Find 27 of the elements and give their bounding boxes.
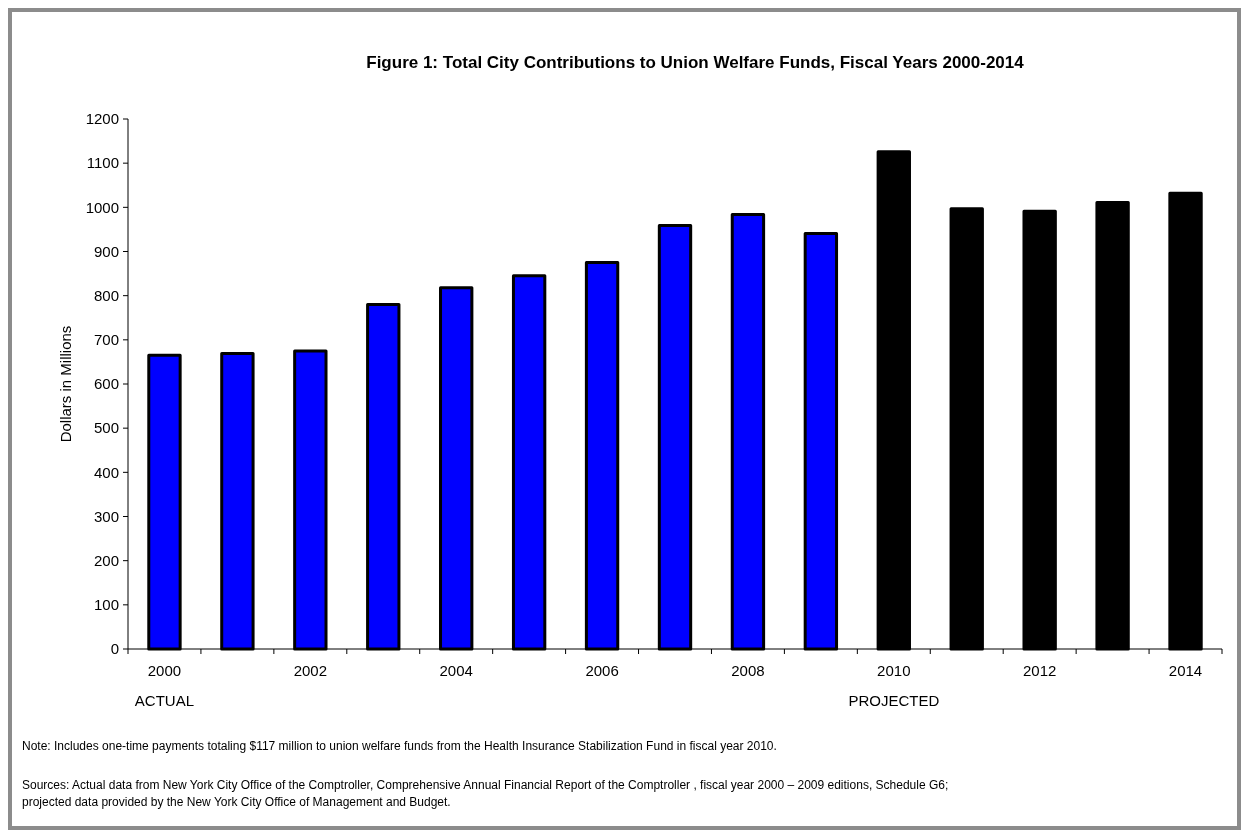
y-tick-label: 1100 — [86, 154, 119, 172]
x-tick-label: 2004 — [439, 662, 473, 679]
y-tick-label: 200 — [93, 551, 119, 569]
x-tick-label: 2000 — [147, 662, 182, 679]
y-axis-title: Dollars in Millions — [57, 325, 74, 443]
x-tick-label: 2002 — [293, 662, 328, 679]
y-tick-label: 600 — [93, 375, 119, 393]
chart-title: Figure 1: Total City Contributions to Union Welfare Funds, Fiscal Years 2000-2014 — [366, 53, 1025, 72]
text: PROJECTED — [848, 692, 940, 709]
y-tick-label: 700 — [93, 331, 119, 349]
y-tick-label: 900 — [93, 242, 119, 260]
x-tick-label: 2008 — [731, 662, 765, 679]
y-tick-label: 400 — [93, 463, 119, 481]
y-tick-label: 1200 — [85, 110, 119, 128]
x-tick-label: 2006 — [585, 662, 619, 679]
text: ACTUAL — [134, 692, 195, 709]
y-tick-label: 300 — [93, 507, 119, 525]
x-tick-label: 2010 — [877, 662, 911, 679]
x-tick-label: 2012 — [1022, 662, 1057, 679]
y-tick-label: 100 — [93, 596, 119, 614]
y-tick-label: 0 — [110, 640, 119, 658]
y-tick-label: 500 — [93, 419, 119, 437]
y-tick-label: 1000 — [85, 198, 119, 216]
y-tick-label: 800 — [93, 286, 119, 304]
text: Note: Includes one-time payments totaling $117 million to union welfare funds from the Health Insurance Stabilization Fund in fiscal year 2010. — [22, 739, 777, 753]
x-tick-label: 2014 — [1168, 662, 1203, 679]
source-note: Sources: Actual data from New York City Office of the Comptroller, Comprehensive Annual Financial Report of the Comptroller , fiscal year 2000 – 2009 editions, Schedule G6; projected data provided by the New York City Office of Management and Budget. — [22, 778, 949, 809]
